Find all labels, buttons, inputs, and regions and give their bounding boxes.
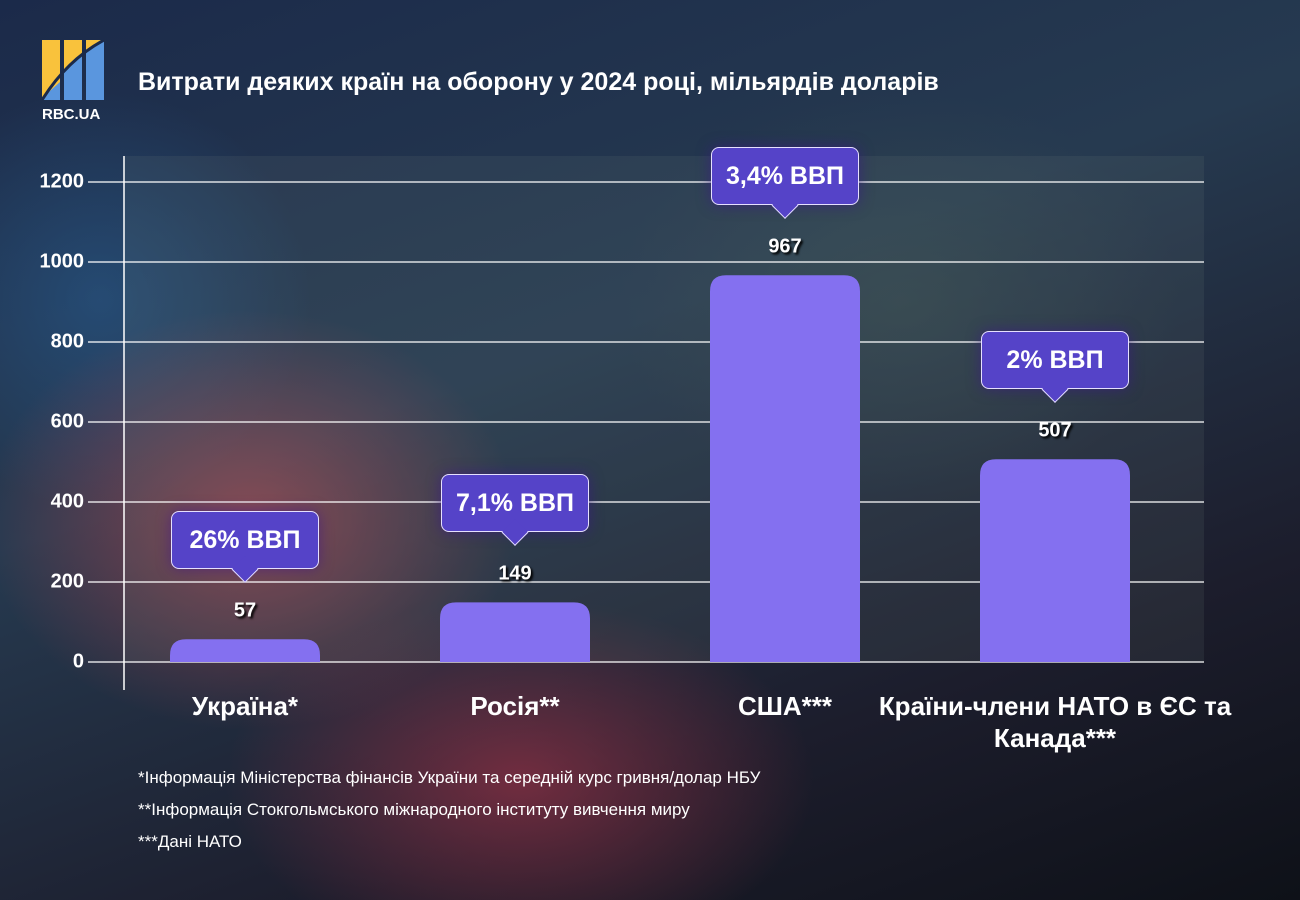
data-label: 57	[233, 599, 257, 622]
x-tick-label: Україна*	[191, 691, 299, 721]
data-label: 507	[1038, 419, 1072, 442]
x-tick-label: Росія**	[470, 691, 560, 721]
bar	[710, 275, 860, 662]
y-tick-label: 400	[50, 490, 84, 513]
x-tick-label: Країни-члени НАТО в ЄС та Канада***	[878, 691, 1232, 753]
bar	[440, 602, 590, 662]
data-label: 149	[498, 562, 532, 585]
gdp-share-callout: 26% ВВП	[171, 511, 319, 570]
y-tick-label: 1000	[39, 250, 85, 273]
y-tick-label: 600	[50, 410, 84, 433]
gdp-share-callout: 3,4% ВВП	[711, 147, 859, 206]
footnote-2: **Інформація Стокгольмського міжнародног…	[138, 800, 690, 819]
bar	[980, 459, 1130, 662]
y-tick-label: 200	[50, 570, 84, 593]
y-tick-label: 0	[72, 650, 84, 673]
rbc-logo	[42, 40, 104, 100]
data-label: 967	[768, 235, 802, 258]
brand-name: RBC.UA	[42, 106, 101, 123]
chart-title: Витрати деяких країн на оборону у 2024 р…	[138, 68, 939, 96]
y-tick-label: 800	[50, 330, 84, 353]
x-tick-label: США***	[737, 691, 833, 721]
gdp-share-callout: 2% ВВП	[981, 331, 1129, 390]
bar	[170, 639, 320, 662]
footnote-3: ***Дані НАТО	[138, 832, 242, 851]
footnote-1: *Інформація Міністерства фінансів Україн…	[138, 768, 761, 787]
y-tick-label: 1200	[39, 170, 85, 193]
gdp-share-callout: 7,1% ВВП	[441, 474, 589, 533]
